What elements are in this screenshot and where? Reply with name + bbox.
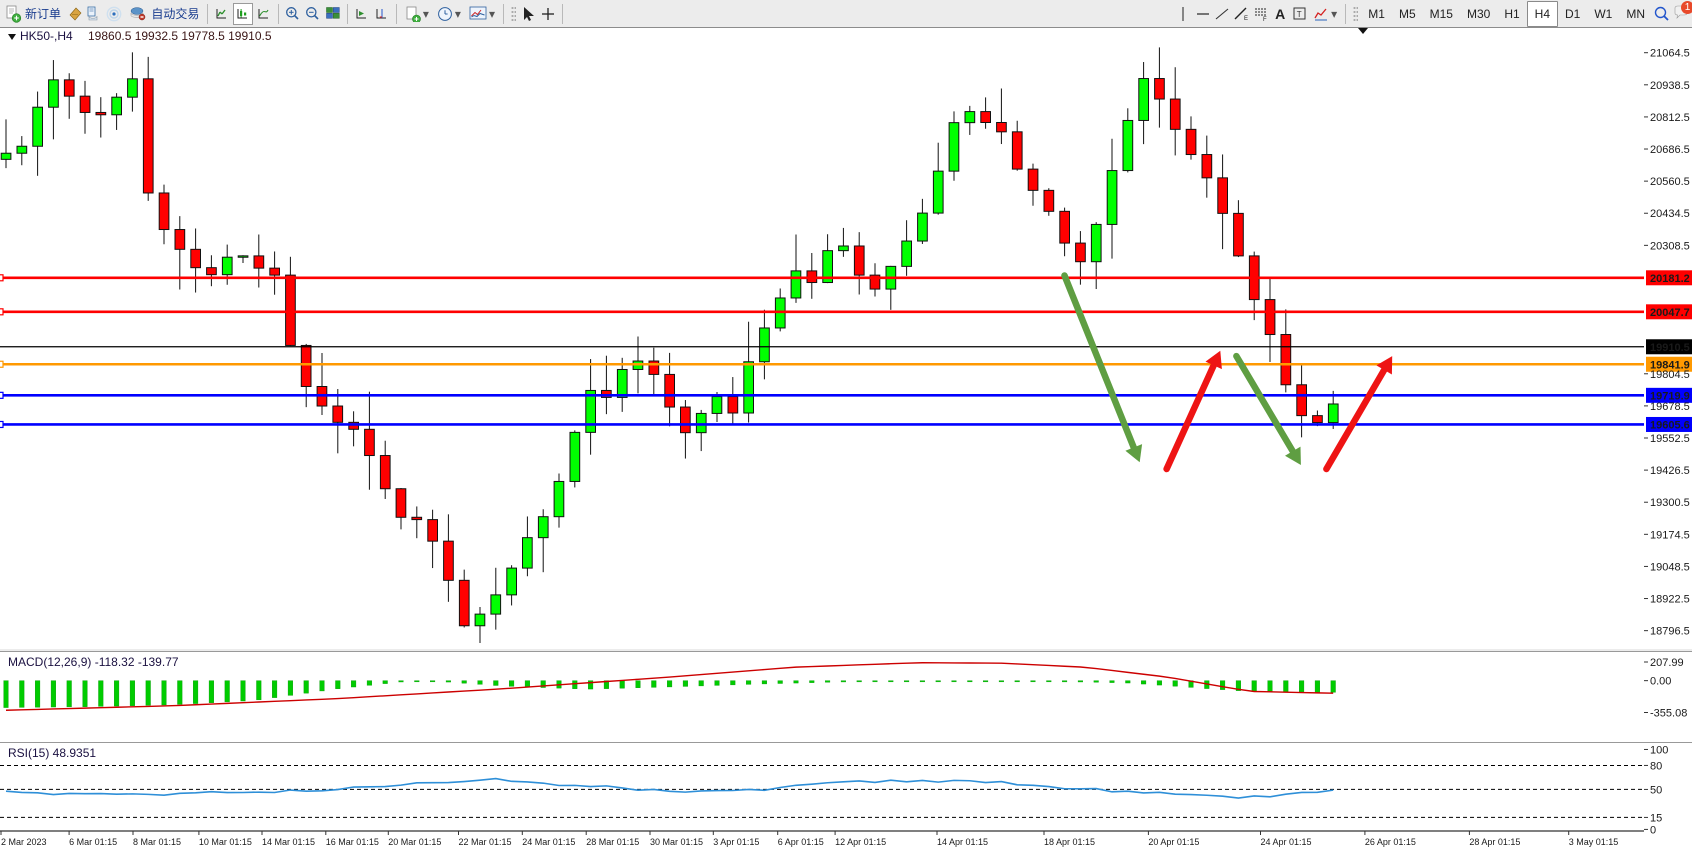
svg-text:19048.5: 19048.5 — [1650, 561, 1690, 573]
svg-text:24 Mar 01:15: 24 Mar 01:15 — [522, 837, 575, 847]
svg-text:24 Apr 01:15: 24 Apr 01:15 — [1261, 837, 1312, 847]
svg-text:16 Mar 01:15: 16 Mar 01:15 — [326, 837, 379, 847]
svg-text:50: 50 — [1650, 784, 1662, 796]
svg-text:28 Apr 01:15: 28 Apr 01:15 — [1469, 837, 1520, 847]
svg-text:207.99: 207.99 — [1650, 657, 1684, 669]
svg-text:6 Apr 01:15: 6 Apr 01:15 — [778, 837, 824, 847]
svg-text:8 Mar 01:15: 8 Mar 01:15 — [133, 837, 181, 847]
svg-text:19605.6: 19605.6 — [1650, 419, 1690, 431]
svg-text:2 Mar 2023: 2 Mar 2023 — [1, 837, 47, 847]
svg-text:RSI(15) 48.9351: RSI(15) 48.9351 — [8, 746, 96, 760]
svg-text:T: T — [1296, 10, 1301, 19]
svg-text:-355.08: -355.08 — [1650, 708, 1687, 720]
svg-text:30 Mar 01:15: 30 Mar 01:15 — [650, 837, 703, 847]
svg-text:100: 100 — [1650, 744, 1668, 756]
svg-text:E: E — [1244, 16, 1248, 22]
svg-text:20938.5: 20938.5 — [1650, 80, 1690, 92]
svg-text:0: 0 — [1650, 824, 1656, 836]
svg-text:19678.5: 19678.5 — [1650, 401, 1690, 413]
svg-text:28 Mar 01:15: 28 Mar 01:15 — [586, 837, 639, 847]
svg-text:19426.5: 19426.5 — [1650, 465, 1690, 477]
svg-text:3 Apr 01:15: 3 Apr 01:15 — [713, 837, 759, 847]
svg-text:3 May 01:15: 3 May 01:15 — [1569, 837, 1619, 847]
svg-text:20434.5: 20434.5 — [1650, 208, 1690, 220]
svg-text:20812.5: 20812.5 — [1650, 112, 1690, 124]
svg-text:19804.5: 19804.5 — [1650, 369, 1690, 381]
svg-text:14 Mar 01:15: 14 Mar 01:15 — [262, 837, 315, 847]
svg-text:19300.5: 19300.5 — [1650, 497, 1690, 509]
svg-text:HK50-,H4: HK50-,H4 — [20, 29, 73, 43]
svg-text:20686.5: 20686.5 — [1650, 144, 1690, 156]
svg-text:26 Apr 01:15: 26 Apr 01:15 — [1365, 837, 1416, 847]
svg-text:12 Apr 01:15: 12 Apr 01:15 — [835, 837, 886, 847]
svg-text:18796.5: 18796.5 — [1650, 626, 1690, 638]
svg-text:10 Mar 01:15: 10 Mar 01:15 — [199, 837, 252, 847]
svg-text:15: 15 — [1650, 812, 1662, 824]
svg-text:21064.5: 21064.5 — [1650, 48, 1690, 60]
svg-text:22 Mar 01:15: 22 Mar 01:15 — [459, 837, 512, 847]
svg-text:20560.5: 20560.5 — [1650, 176, 1690, 188]
svg-text:14 Apr 01:15: 14 Apr 01:15 — [937, 837, 988, 847]
svg-text:6 Mar 01:15: 6 Mar 01:15 — [69, 837, 117, 847]
svg-text:MACD(12,26,9) -118.32 -139.77: MACD(12,26,9) -118.32 -139.77 — [8, 655, 179, 669]
svg-text:20308.5: 20308.5 — [1650, 240, 1690, 252]
svg-text:20047.7: 20047.7 — [1650, 307, 1690, 319]
svg-text:19860.5 19932.5 19778.5 19910.: 19860.5 19932.5 19778.5 19910.5 — [88, 29, 272, 43]
svg-text:19552.5: 19552.5 — [1650, 433, 1690, 445]
svg-text:20 Apr 01:15: 20 Apr 01:15 — [1148, 837, 1199, 847]
svg-text:19174.5: 19174.5 — [1650, 529, 1690, 541]
svg-text:80: 80 — [1650, 760, 1662, 772]
svg-text:0.00: 0.00 — [1650, 676, 1671, 688]
svg-text:20 Mar 01:15: 20 Mar 01:15 — [388, 837, 441, 847]
svg-text:20181.2: 20181.2 — [1650, 273, 1690, 285]
svg-text:F: F — [1263, 17, 1267, 22]
svg-text:18922.5: 18922.5 — [1650, 594, 1690, 606]
svg-text:18 Apr 01:15: 18 Apr 01:15 — [1044, 837, 1095, 847]
svg-text:19910.5: 19910.5 — [1650, 342, 1690, 354]
